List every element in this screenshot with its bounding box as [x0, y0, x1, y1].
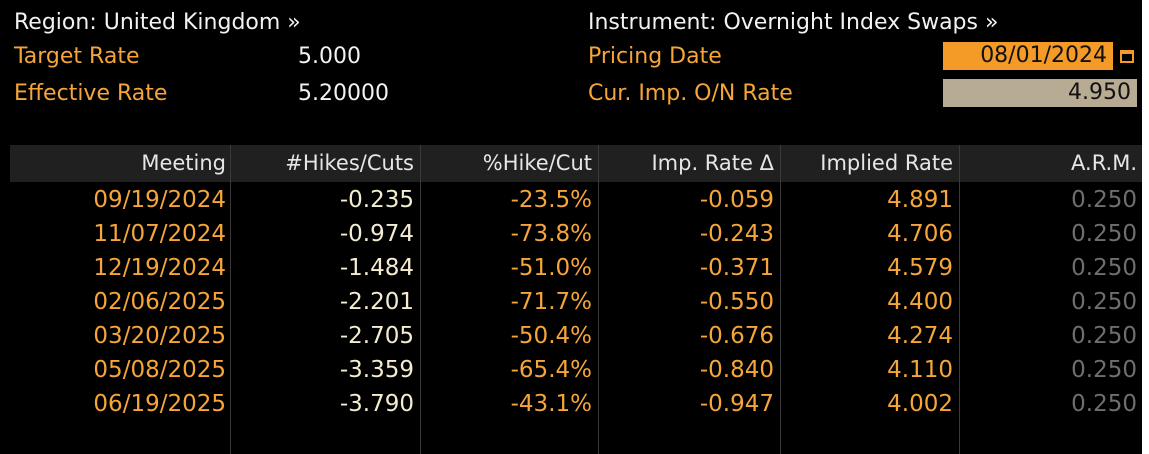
pct-hike-cut-value: -73.8% [510, 221, 592, 247]
meeting-date: 09/19/2024 [93, 187, 226, 213]
column-divider [959, 145, 960, 454]
table-row[interactable]: 12/19/2024 -1.484 -51.0% -0.371 4.579 0.… [10, 251, 1142, 285]
column-header-pct-hike-cut[interactable]: %Hike/Cut [482, 151, 592, 175]
cur-imp-rate-label: Cur. Imp. O/N Rate [588, 81, 793, 106]
calendar-button[interactable] [1117, 44, 1137, 68]
meeting-rates-table: Meeting #Hikes/Cuts %Hike/Cut Imp. Rate … [10, 145, 1142, 454]
implied-rate-value: 4.706 [887, 221, 953, 247]
hikes-cuts-value: -3.359 [339, 357, 414, 383]
pct-hike-cut-value: -50.4% [510, 323, 592, 349]
arm-value: 0.250 [1071, 187, 1137, 213]
cur-imp-rate-field[interactable]: 4.950 [943, 79, 1137, 107]
pct-hike-cut-value: -71.7% [510, 289, 592, 315]
imp-rate-delta-value: -0.840 [699, 357, 774, 383]
column-header-hikes-cuts[interactable]: #Hikes/Cuts [285, 151, 414, 175]
implied-rate-value: 4.891 [887, 187, 953, 213]
hikes-cuts-value: -1.484 [339, 255, 414, 281]
imp-rate-delta-value: -0.243 [699, 221, 774, 247]
effective-rate-value: 5.20000 [298, 81, 389, 106]
meeting-date: 05/08/2025 [93, 357, 226, 383]
pricing-date-field[interactable]: 08/01/2024 [943, 42, 1113, 70]
imp-rate-delta-value: -0.947 [699, 391, 774, 417]
table-row[interactable]: 11/07/2024 -0.974 -73.8% -0.243 4.706 0.… [10, 217, 1142, 251]
hikes-cuts-value: -2.201 [339, 289, 414, 315]
implied-rate-value: 4.274 [887, 323, 953, 349]
arm-value: 0.250 [1071, 289, 1137, 315]
imp-rate-delta-value: -0.371 [699, 255, 774, 281]
effective-rate-label: Effective Rate [14, 81, 168, 106]
target-rate-label: Target Rate [14, 44, 140, 69]
imp-rate-delta-value: -0.550 [699, 289, 774, 315]
instrument-selector[interactable]: Instrument: Overnight Index Swaps » [588, 10, 999, 35]
implied-rate-value: 4.400 [887, 289, 953, 315]
table-row[interactable]: 06/19/2025 -3.790 -43.1% -0.947 4.002 0.… [10, 387, 1142, 421]
calendar-icon [1120, 49, 1134, 63]
pct-hike-cut-value: -23.5% [510, 187, 592, 213]
meeting-date: 11/07/2024 [93, 221, 226, 247]
arm-value: 0.250 [1071, 391, 1137, 417]
table-row[interactable]: 03/20/2025 -2.705 -50.4% -0.676 4.274 0.… [10, 319, 1142, 353]
arm-value: 0.250 [1071, 255, 1137, 281]
arm-value: 0.250 [1071, 357, 1137, 383]
meeting-date: 12/19/2024 [93, 255, 226, 281]
column-header-meeting[interactable]: Meeting [141, 151, 226, 175]
meeting-date: 03/20/2025 [93, 323, 226, 349]
pct-hike-cut-value: -65.4% [510, 357, 592, 383]
pct-hike-cut-value: -51.0% [510, 255, 592, 281]
table-header: Meeting #Hikes/Cuts %Hike/Cut Imp. Rate … [10, 145, 1142, 182]
pct-hike-cut-value: -43.1% [510, 391, 592, 417]
column-divider [780, 145, 781, 454]
arm-value: 0.250 [1071, 323, 1137, 349]
target-rate-value: 5.000 [298, 44, 361, 69]
column-header-implied-rate[interactable]: Implied Rate [820, 151, 953, 175]
meeting-date: 06/19/2025 [93, 391, 226, 417]
pricing-date-label: Pricing Date [588, 44, 722, 69]
implied-rate-value: 4.002 [887, 391, 953, 417]
hikes-cuts-value: -0.235 [339, 187, 414, 213]
table-row[interactable]: 05/08/2025 -3.359 -65.4% -0.840 4.110 0.… [10, 353, 1142, 387]
meeting-date: 02/06/2025 [93, 289, 226, 315]
hikes-cuts-value: -3.790 [339, 391, 414, 417]
implied-rate-value: 4.110 [887, 357, 953, 383]
column-header-arm[interactable]: A.R.M. [1071, 151, 1137, 175]
implied-rate-value: 4.579 [887, 255, 953, 281]
column-header-imp-rate-delta[interactable]: Imp. Rate Δ [651, 151, 774, 175]
imp-rate-delta-value: -0.676 [699, 323, 774, 349]
column-divider [230, 145, 231, 454]
hikes-cuts-value: -0.974 [339, 221, 414, 247]
table-row[interactable]: 09/19/2024 -0.235 -23.5% -0.059 4.891 0.… [10, 183, 1142, 217]
region-selector[interactable]: Region: United Kingdom » [14, 10, 301, 35]
imp-rate-delta-value: -0.059 [699, 187, 774, 213]
column-divider [598, 145, 599, 454]
arm-value: 0.250 [1071, 221, 1137, 247]
column-divider [420, 145, 421, 454]
table-row[interactable]: 02/06/2025 -2.201 -71.7% -0.550 4.400 0.… [10, 285, 1142, 319]
hikes-cuts-value: -2.705 [339, 323, 414, 349]
